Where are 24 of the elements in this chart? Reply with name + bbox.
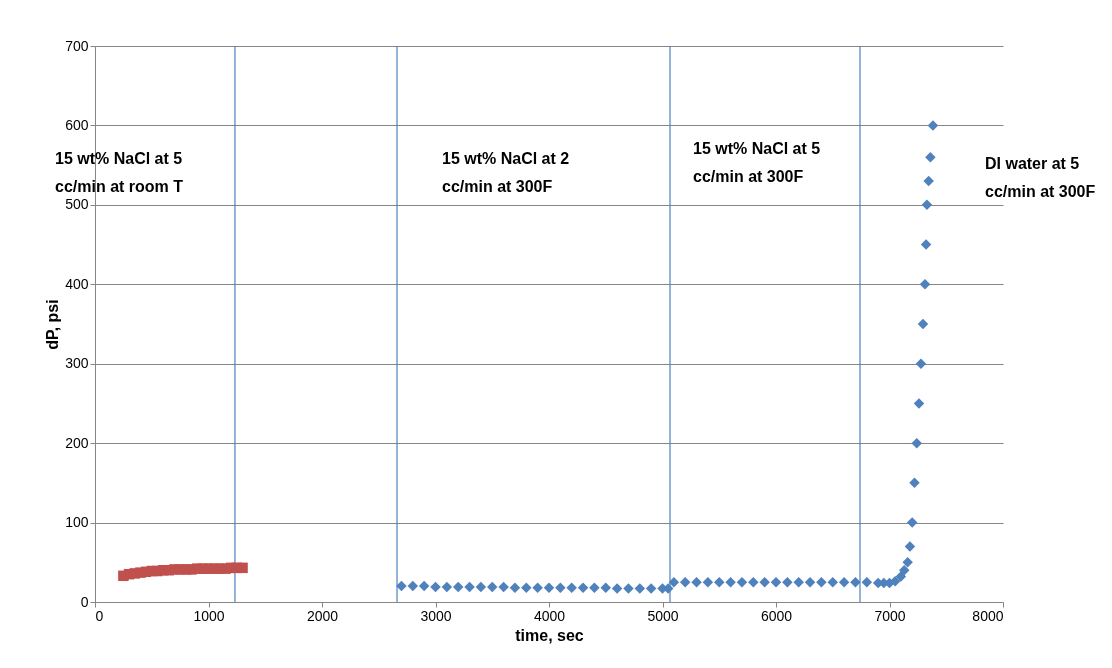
y-tick-label: 100 xyxy=(65,514,89,531)
x-tick-label: 2000 xyxy=(306,607,339,624)
x-tick-label: 1000 xyxy=(193,607,225,624)
annotation: 15 wt% NaCl at 5 cc/min at 300F xyxy=(693,140,821,185)
x-tick-label: 0 xyxy=(95,607,104,624)
y-tick-label: 600 xyxy=(65,116,89,133)
x-tick-label: 8000 xyxy=(972,607,1004,624)
y-tick-label: 0 xyxy=(80,593,89,610)
point xyxy=(237,562,248,574)
annotation: 15 wt% NaCl at 2 cc/min at 300F xyxy=(442,150,570,195)
y-axis-title: dP, psi xyxy=(44,299,62,350)
y-tick-label: 700 xyxy=(65,37,89,54)
y-tick-label: 500 xyxy=(65,196,89,213)
annotation: 15 wt% NaCl at 5 cc/min at room T xyxy=(55,150,184,195)
x-tick-label: 5000 xyxy=(647,607,679,624)
x-axis-title: time, sec xyxy=(515,626,584,644)
x-tick-label: 7000 xyxy=(874,607,906,624)
y-tick-label: 400 xyxy=(65,275,89,292)
x-tick-label: 4000 xyxy=(533,607,566,624)
x-tick-label: 6000 xyxy=(760,607,793,624)
y-tick-label: 200 xyxy=(65,434,89,451)
annotation: DI water at 5 cc/min at 300F xyxy=(985,155,1096,200)
x-tick-label: 3000 xyxy=(420,607,452,624)
y-tick-label: 300 xyxy=(65,355,89,372)
